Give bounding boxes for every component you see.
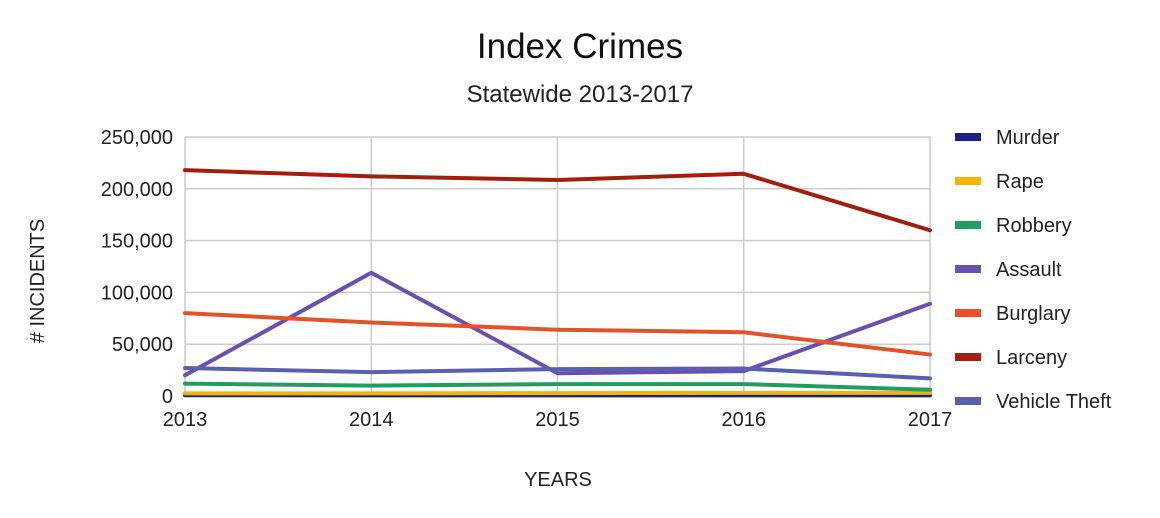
legend-label-assault: Assault	[996, 259, 1062, 281]
series-line-larceny	[183, 168, 932, 233]
legend-swatch-murder	[955, 133, 981, 141]
legend-label-vehicle-theft: Vehicle Theft	[996, 391, 1112, 413]
chart-subtitle: Statewide 2013-2017	[467, 81, 694, 108]
series-line-rape	[183, 390, 932, 396]
series-line-assault	[183, 270, 932, 378]
legend-label-rape: Rape	[996, 171, 1044, 193]
y-tick-label: 250,000	[101, 127, 173, 149]
series-lines	[183, 168, 932, 398]
legend-label-robbery: Robbery	[996, 215, 1072, 237]
legend-swatch-rape	[955, 177, 981, 185]
series-line-robbery	[183, 381, 932, 392]
chart-title: Index Crimes	[477, 27, 683, 66]
legend-swatch-burglary	[955, 309, 981, 317]
series-line-vehicle-theft	[183, 366, 932, 381]
x-tick-label: 2016	[722, 409, 767, 431]
y-tick-label: 150,000	[101, 231, 173, 253]
legend-label-murder: Murder	[996, 127, 1060, 149]
x-axis-label: YEARS	[524, 469, 592, 491]
legend-swatch-robbery	[955, 221, 981, 229]
y-axis-ticks: 0 50,000 100,000 150,000 200,000 250,000	[101, 127, 173, 408]
legend-swatch-assault	[955, 265, 981, 273]
x-tick-label: 2014	[349, 409, 394, 431]
legend-label-larceny: Larceny	[996, 347, 1067, 369]
series-line-burglary	[183, 311, 932, 357]
x-tick-label: 2015	[535, 409, 580, 431]
legend-swatch-larceny	[955, 353, 981, 361]
y-tick-label: 0	[162, 386, 173, 408]
legend-label-burglary: Burglary	[996, 303, 1070, 325]
y-tick-label: 50,000	[112, 334, 173, 356]
y-axis-label: # INCIDENTS	[27, 219, 49, 343]
gridlines	[184, 136, 931, 397]
y-tick-label: 200,000	[101, 179, 173, 201]
y-tick-label: 100,000	[101, 282, 173, 304]
x-axis-ticks: 2013 2014 2015 2016 2017	[163, 409, 953, 431]
x-tick-label: 2013	[163, 409, 208, 431]
x-tick-label: 2017	[908, 409, 953, 431]
legend: Murder Rape Robbery Assault Burglary Larceny V…	[955, 127, 1112, 413]
legend-swatch-vehicle-theft	[955, 397, 981, 405]
